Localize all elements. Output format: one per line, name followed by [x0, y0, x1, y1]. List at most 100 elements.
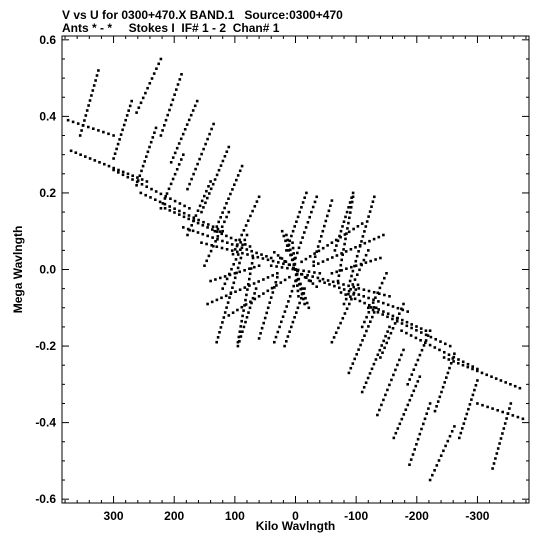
uv-point: [444, 444, 447, 448]
uv-point: [154, 190, 158, 193]
uv-point: [296, 251, 299, 255]
uv-point: [145, 155, 148, 158]
uv-point: [150, 187, 153, 191]
uv-point: [300, 296, 303, 300]
uv-point: [182, 226, 185, 229]
uv-point: [213, 229, 217, 233]
uv-point: [348, 216, 351, 220]
uv-point: [378, 286, 382, 290]
uv-point: [204, 142, 207, 146]
uv-point: [347, 206, 350, 209]
uv-point: [306, 273, 309, 277]
uv-point: [300, 206, 303, 209]
uv-point: [224, 294, 228, 298]
uv-point: [236, 174, 240, 177]
uv-point: [169, 182, 173, 186]
uv-point: [358, 299, 362, 303]
uv-point: [240, 233, 243, 237]
uv-point: [367, 249, 370, 252]
uv-point: [356, 283, 360, 287]
uv-point: [347, 371, 351, 375]
uv-point: [219, 326, 223, 329]
uv-point: [216, 336, 220, 339]
uv-point: [396, 316, 399, 320]
uv-point: [380, 281, 384, 285]
uv-point: [311, 282, 315, 285]
uv-point: [401, 318, 404, 322]
uv-point: [296, 269, 299, 273]
uv-point: [338, 286, 341, 290]
uv-point: [79, 153, 82, 156]
uv-point: [225, 248, 229, 251]
uv-point: [428, 402, 432, 405]
uv-point: [159, 134, 163, 137]
uv-point: [372, 291, 376, 294]
uv-point: [303, 287, 306, 290]
uv-point: [447, 353, 451, 356]
uv-point: [196, 162, 199, 166]
uv-point: [295, 278, 298, 282]
uv-point: [377, 300, 380, 303]
uv-point: [342, 220, 346, 223]
uv-point: [386, 330, 389, 333]
uv-point: [361, 339, 364, 342]
uv-point: [136, 179, 140, 182]
uv-point: [202, 147, 205, 151]
uv-point: [245, 233, 249, 237]
uv-point: [317, 262, 320, 265]
uv-point: [239, 335, 243, 338]
uv-point: [193, 104, 197, 108]
uv-point: [374, 258, 377, 261]
uv-point: [263, 316, 267, 320]
uv-point: [360, 325, 364, 329]
uv-point: [318, 240, 322, 243]
uv-point: [508, 407, 511, 410]
uv-point: [112, 157, 115, 160]
uv-point: [235, 271, 238, 275]
uv-point: [404, 408, 408, 411]
uv-point: [336, 279, 340, 283]
uv-point: [285, 244, 289, 247]
uv-point: [222, 316, 226, 319]
uv-point: [396, 363, 399, 367]
uv-point: [217, 220, 220, 224]
uv-point: [291, 241, 294, 244]
uv-point: [251, 256, 255, 260]
uv-point: [218, 331, 221, 334]
uv-point: [195, 99, 199, 103]
uv-point: [78, 134, 82, 137]
uv-point: [409, 334, 413, 337]
uv-point: [448, 366, 451, 370]
uv-point: [210, 127, 213, 131]
uv-point: [178, 202, 182, 205]
uv-point: [353, 357, 356, 361]
uv-point: [248, 277, 251, 281]
uv-point: [330, 241, 334, 244]
uv-point: [340, 269, 343, 272]
uv-point: [300, 287, 304, 290]
y-axis-label: Mega Wavlngth: [11, 226, 25, 314]
uv-point: [80, 129, 83, 132]
uv-point: [303, 302, 306, 306]
uv-point: [107, 164, 111, 168]
uv-point: [200, 152, 203, 156]
uv-point: [468, 403, 472, 406]
uv-point: [218, 230, 222, 233]
uv-point: [372, 237, 376, 241]
uv-point: [223, 311, 227, 314]
uv-point: [163, 202, 167, 206]
uv-point: [215, 225, 219, 228]
uv-point: [348, 201, 352, 204]
uv-point: [225, 202, 228, 205]
uv-point: [402, 348, 405, 352]
uv-point: [350, 265, 353, 269]
uv-point: [93, 159, 97, 162]
uv-point: [196, 231, 200, 234]
uv-point: [246, 253, 249, 256]
uv-point: [333, 284, 336, 288]
uv-point: [260, 326, 264, 330]
uv-point: [249, 214, 252, 218]
x-tick-label: -300: [465, 509, 489, 523]
uv-point: [208, 192, 211, 195]
uv-point: [297, 295, 300, 298]
